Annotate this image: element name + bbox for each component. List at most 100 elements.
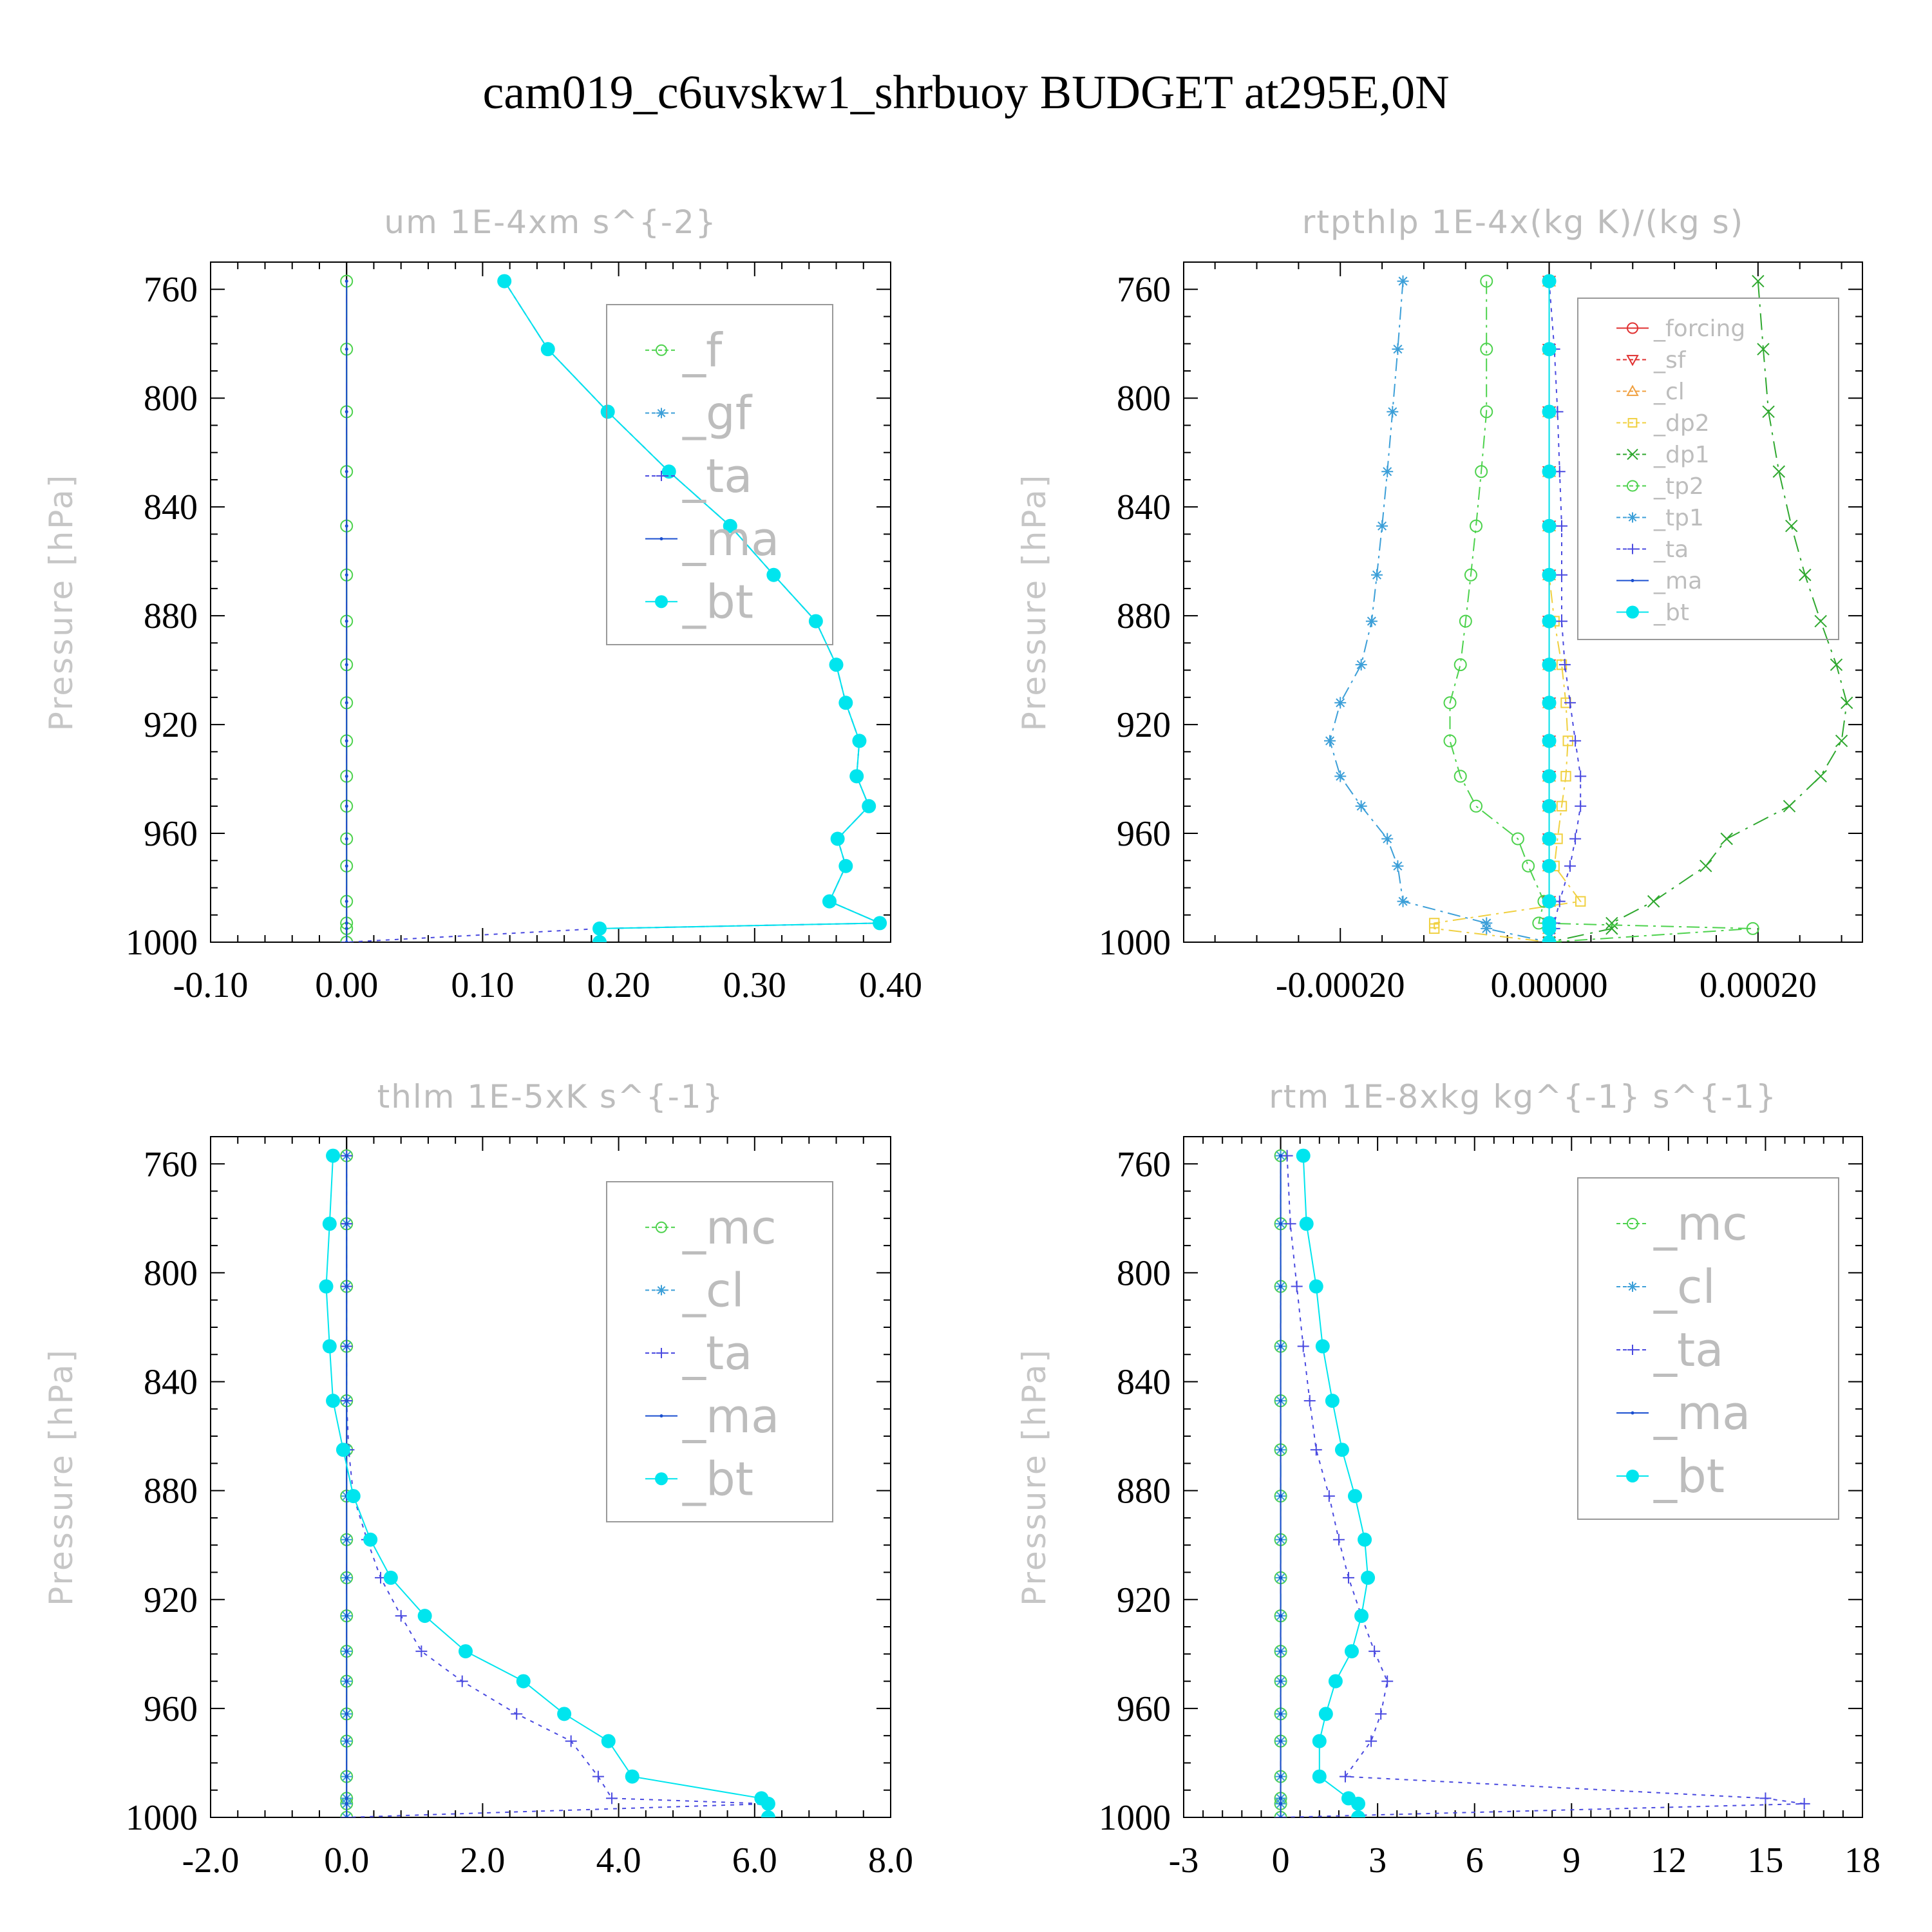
marker-dot <box>345 1712 348 1716</box>
marker-filled <box>655 595 668 609</box>
marker-circle <box>1470 799 1483 813</box>
marker-filled <box>1542 342 1557 357</box>
legend-label: _cl <box>682 1264 744 1318</box>
marker-asterisk <box>1355 659 1367 671</box>
y-tick-label: 760 <box>1117 270 1171 310</box>
marker-filled <box>1542 696 1557 710</box>
marker-square <box>1627 418 1638 428</box>
marker-plus <box>1339 1770 1351 1783</box>
legend-box <box>606 1181 833 1522</box>
x-tick-label: 8.0 <box>868 1841 913 1880</box>
marker-dot <box>1279 1775 1283 1779</box>
marker-dot <box>1279 1739 1283 1743</box>
x-tick-label: 18 <box>1844 1841 1880 1880</box>
marker-asterisk <box>1397 895 1409 907</box>
marker-dot <box>345 1154 348 1158</box>
marker-filled <box>363 1532 378 1547</box>
marker-filled <box>873 916 887 931</box>
marker-plus <box>1365 1735 1378 1747</box>
marker-plus <box>1342 1571 1354 1584</box>
marker-dot <box>1279 1448 1283 1452</box>
marker-dot <box>345 1399 348 1403</box>
marker-dot <box>345 1649 348 1653</box>
marker-circle <box>1480 405 1493 419</box>
marker-filled <box>1348 1489 1363 1504</box>
y-tick-label: 760 <box>1117 1144 1171 1184</box>
marker-circle <box>1475 465 1488 478</box>
marker-circle <box>1522 859 1535 873</box>
panels: um 1E-4xm s^{-2} Pressure [hPa] 760 800 840 8… <box>43 204 1880 1880</box>
marker-dot <box>345 573 348 577</box>
marker-filled <box>822 894 837 909</box>
y-tick-label: 800 <box>144 1253 198 1293</box>
marker-dot <box>345 1775 348 1779</box>
marker-filled <box>322 1339 337 1354</box>
marker-x <box>1720 832 1733 846</box>
marker-dot <box>1279 1680 1283 1683</box>
x-tick-label: -2.0 <box>182 1841 240 1880</box>
series-line-ta <box>346 281 880 942</box>
y-tick-label: 920 <box>144 1580 198 1620</box>
legend-label: _ta <box>682 449 752 503</box>
marker-plus <box>1798 1797 1810 1810</box>
marker-asterisk <box>1392 343 1404 355</box>
plot-frame <box>1183 261 1863 943</box>
legend-label: _dp2 <box>1653 410 1710 437</box>
marker-filled <box>1626 605 1639 619</box>
marker-filled <box>1542 614 1557 629</box>
legend-box <box>606 304 833 645</box>
marker-circle <box>1464 568 1477 582</box>
marker-dot <box>1279 1285 1283 1289</box>
marker-filled <box>383 1570 398 1585</box>
marker-dot <box>1279 1815 1283 1817</box>
marker-plus <box>592 1770 604 1783</box>
panel-1: um 1E-4xm s^{-2} Pressure [hPa] 760 800 840 8… <box>43 204 922 1005</box>
marker-filled <box>1542 518 1557 533</box>
legend: _mc _cl _ta _ma _bt <box>1577 1177 1839 1520</box>
series-group <box>319 1148 775 1817</box>
marker-dot <box>345 279 348 283</box>
marker-dot <box>345 837 348 840</box>
legend-box <box>1577 298 1839 640</box>
marker-dot <box>345 1576 348 1580</box>
marker-dot <box>345 1815 348 1817</box>
y-tick-label: 880 <box>144 1472 198 1511</box>
marker-filled <box>1542 274 1557 289</box>
marker-x <box>1814 770 1827 783</box>
marker-filled <box>723 518 737 533</box>
marker-dot <box>345 1680 348 1683</box>
marker-circle <box>1480 274 1493 288</box>
legend-label: _ta <box>1653 536 1689 563</box>
marker-circle <box>1746 922 1759 935</box>
legend-label: _dp1 <box>1653 442 1710 468</box>
marker-x <box>1840 696 1853 709</box>
marker-filled <box>459 1644 473 1659</box>
marker-dot <box>345 469 348 473</box>
marker-plus <box>1291 1280 1303 1293</box>
panel-title: thlm 1E-5xK s^{-1} <box>377 1078 724 1115</box>
marker-x <box>1799 569 1812 582</box>
marker-plus <box>1303 1395 1316 1407</box>
marker-filled <box>838 696 853 710</box>
series-line-bt <box>325 1155 769 1817</box>
marker-asterisk <box>1334 770 1347 782</box>
marker-dot <box>345 1345 348 1349</box>
marker-filled <box>1358 1532 1372 1547</box>
marker-dot <box>345 1222 348 1226</box>
legend-label: _bt <box>1653 1449 1725 1503</box>
marker-square <box>1428 923 1440 934</box>
x-tick-label: 0.30 <box>723 965 786 1005</box>
marker-filled <box>1542 894 1557 909</box>
marker-plus <box>1556 569 1567 581</box>
marker-filled <box>1542 935 1557 942</box>
plot-frame <box>210 1136 891 1818</box>
marker-plus <box>1569 833 1582 845</box>
series-group <box>1324 274 1853 942</box>
marker-filled <box>1315 1339 1330 1354</box>
marker-filled <box>830 831 845 846</box>
marker-dot <box>345 701 348 705</box>
marker-dot <box>345 347 348 351</box>
x-tick-label: 6.0 <box>732 1841 777 1880</box>
marker-x <box>1835 734 1848 748</box>
legend-label: _bt <box>682 574 753 629</box>
